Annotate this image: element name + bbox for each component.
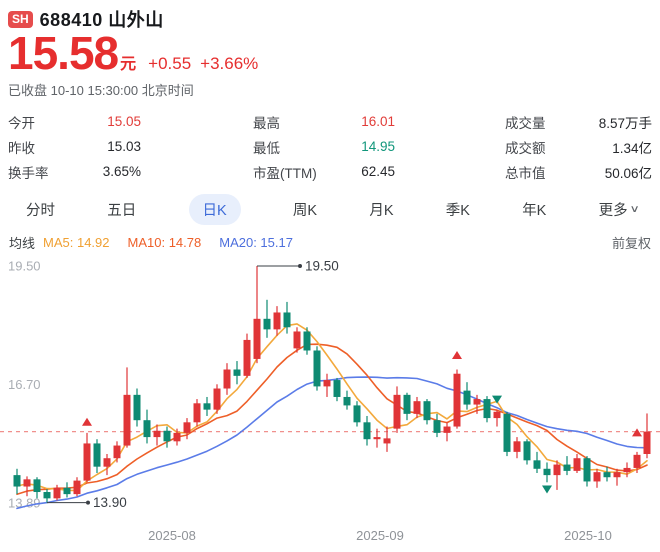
stats-grid: 今开 15.05 昨收 15.03 换手率 3.65% 最高 16.01 最低 … [0,109,660,184]
svg-text:2025-08: 2025-08 [148,528,196,543]
svg-text:19.50: 19.50 [8,259,41,274]
period-tabs: 分时 五日 日K 周K 月K 季K 年K 更多 ∨ [0,193,660,225]
price-unit: 元 [120,56,137,73]
price-change: +0.55 [148,54,192,73]
stat-volume: 成交量 8.57万手 [505,115,652,131]
svg-text:2025-09: 2025-09 [356,528,404,543]
stat-prev-close: 昨收 15.03 [8,139,141,156]
kline-svg[interactable]: 19.50 16.70 13.89 19.50 13.90 2025-08 2025-09 2… [0,253,660,552]
tab-five-day[interactable]: 五日 [107,202,137,219]
stat-amount: 成交额 1.34亿 [505,140,652,156]
stat-high: 最高 16.01 [253,114,395,131]
chevron-down-icon: ∨ [629,203,640,215]
svg-text:19.50: 19.50 [305,259,339,274]
svg-text:13.90: 13.90 [93,495,127,510]
stat-market-cap: 总市值 50.06亿 [505,165,652,181]
stock-title: 688410 山外山 [39,10,164,30]
tab-monthly-k[interactable]: 月K [369,202,394,219]
stat-low: 最低 14.95 [253,139,395,156]
ma10-value: MA10: 14.78 [127,234,202,250]
kline-chart[interactable]: 19.50 16.70 13.89 19.50 13.90 2025-08 2025-09 2… [0,253,660,552]
svg-text:2025-10: 2025-10 [564,528,612,543]
tab-yearly-k[interactable]: 年K [522,202,547,219]
ma-legend-title: 均线 [9,235,36,251]
svg-text:13.89: 13.89 [8,496,41,511]
tab-minute[interactable]: 分时 [26,202,55,219]
ma5-value: MA5: 14.92 [43,234,110,250]
exchange-badge: SH [8,10,33,28]
tab-daily-k[interactable]: 日K [188,193,241,225]
adjustment-mode-toggle[interactable]: 前复权 [611,235,651,251]
stat-open: 今开 15.05 [8,114,141,131]
market-status: 已收盘 10-10 15:30:00 北京时间 [8,83,194,98]
current-price: 15.58 [8,27,119,79]
price-change-percent: +3.66% [200,54,259,73]
tab-quarterly-k[interactable]: 季K [445,202,470,219]
ma-legend: 均线 MA5: 14.92 MA10: 14.78 MA20: 15.17 前复… [0,233,660,251]
stat-pe-ttm: 市盈(TTM) 62.45 [253,164,395,181]
tab-weekly-k[interactable]: 周K [292,202,318,219]
quote-header: SH 688410 山外山 15.58 元 +0.55 +3.66% 已收盘 1… [0,0,660,98]
tab-more[interactable]: 更多 ∨ [598,202,640,219]
ma20-value: MA20: 15.17 [219,234,293,250]
svg-text:16.70: 16.70 [8,377,41,392]
stat-turnover-rate: 换手率 3.65% [8,164,141,181]
